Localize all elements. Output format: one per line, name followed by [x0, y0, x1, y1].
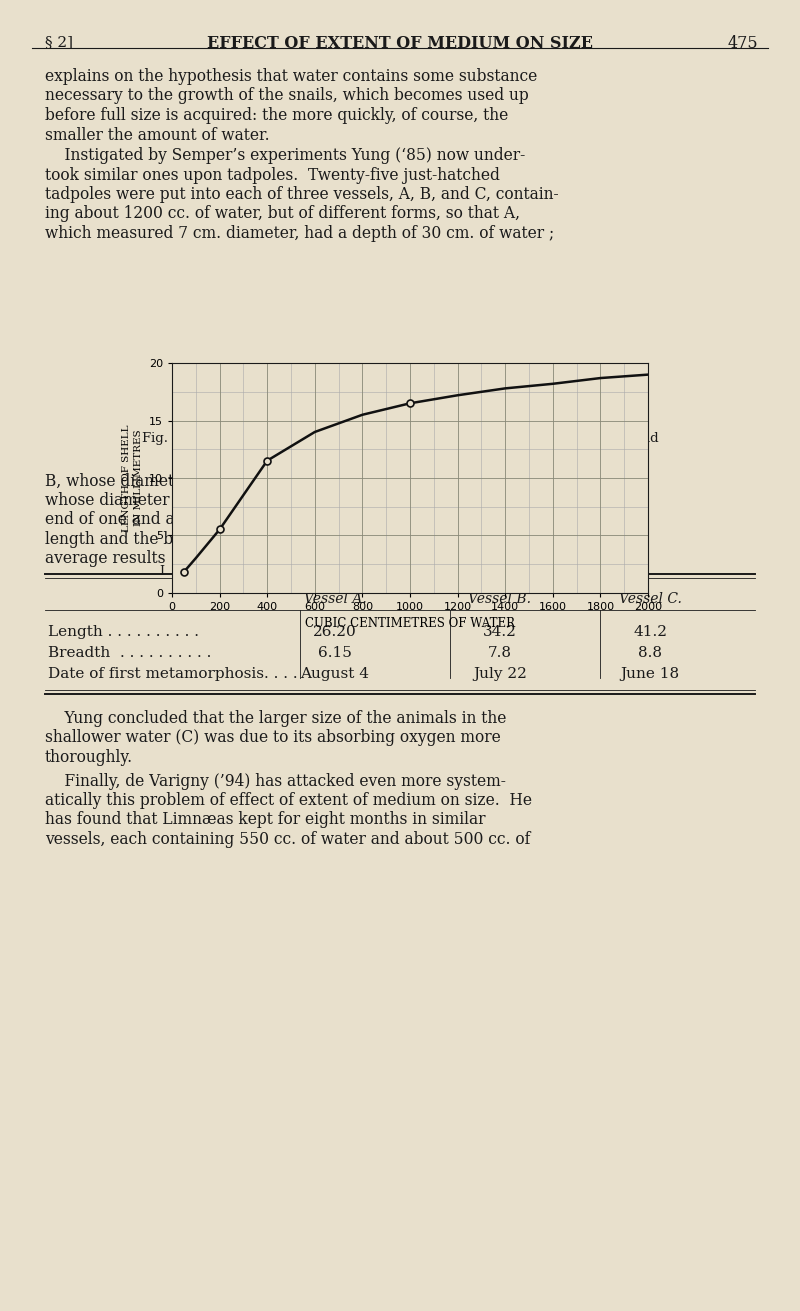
Text: thoroughly.: thoroughly.: [45, 749, 133, 766]
Text: average results :—: average results :—: [45, 551, 191, 566]
Text: whose diameter was 14.5 cm., had 6.5 cm. of water.    At the: whose diameter was 14.5 cm., had 6.5 cm.…: [45, 492, 518, 509]
Text: Vessel A.: Vessel A.: [304, 593, 366, 606]
Text: 6.15: 6.15: [318, 646, 352, 659]
Text: which measured 7 cm. diameter, had a depth of 30 cm. of water ;: which measured 7 cm. diameter, had a dep…: [45, 225, 554, 243]
Text: Length . . . . . . . . . .: Length . . . . . . . . . .: [48, 625, 199, 638]
Text: took similar ones upon tadpoles.  Twenty-five just-hatched: took similar ones upon tadpoles. Twenty-…: [45, 166, 500, 184]
Text: § 2]: § 2]: [45, 35, 73, 49]
Text: necessary to the growth of the snails, which becomes used up: necessary to the growth of the snails, w…: [45, 88, 529, 105]
Text: end of one and a half months measurements were made of the: end of one and a half months measurement…: [45, 511, 533, 528]
Text: atically this problem of effect of extent of medium on size.  He: atically this problem of effect of exten…: [45, 792, 532, 809]
Text: vessels, each containing 550 cc. of water and about 500 cc. of: vessels, each containing 550 cc. of wate…: [45, 831, 530, 848]
Text: before full size is acquired: the more quickly, of course, the: before full size is acquired: the more q…: [45, 108, 508, 125]
Text: tadpoles were put into each of three vessels, A, B, and C, contain-: tadpoles were put into each of three ves…: [45, 186, 558, 203]
Text: August 4: August 4: [301, 667, 370, 680]
Text: June 18: June 18: [621, 667, 679, 680]
Text: Date of first metamorphosis. . . .: Date of first metamorphosis. . . .: [48, 667, 298, 680]
Text: shallower water (C) was due to its absorbing oxygen more: shallower water (C) was due to its absor…: [45, 729, 501, 746]
Text: 7.8: 7.8: [488, 646, 512, 659]
Text: quantity of water in which it is reared.  (From Semper, ’74.): quantity of water in which it is reared.…: [182, 448, 618, 461]
Text: 41.2: 41.2: [633, 625, 667, 638]
Text: ing about 1200 cc. of water, but of different forms, so that A,: ing about 1200 cc. of water, but of diff…: [45, 206, 520, 223]
Y-axis label: LENGTH OF SHELL
IN MILLIMETRES: LENGTH OF SHELL IN MILLIMETRES: [122, 425, 143, 531]
Text: Breadth  . . . . . . . . . .: Breadth . . . . . . . . . .: [48, 646, 211, 659]
Text: Vessel B.: Vessel B.: [469, 593, 531, 606]
X-axis label: CUBIC CENTIMETRES OF WATER: CUBIC CENTIMETRES OF WATER: [305, 617, 515, 631]
Text: July 22: July 22: [473, 667, 527, 680]
Text: 8.8: 8.8: [638, 646, 662, 659]
Text: I: I: [159, 565, 164, 578]
Text: Vessel C.: Vessel C.: [618, 593, 682, 606]
Text: Yung concluded that the larger size of the animals in the: Yung concluded that the larger size of t…: [45, 711, 506, 728]
Text: 34.2: 34.2: [483, 625, 517, 638]
Text: explains on the hypothesis that water contains some substance: explains on the hypothesis that water co…: [45, 68, 538, 85]
Text: Fig. 134.—Curve of relation between length of shell of Limnæa stagnalis and: Fig. 134.—Curve of relation between leng…: [142, 433, 658, 444]
Text: has found that Limnæas kept for eight months in similar: has found that Limnæas kept for eight mo…: [45, 812, 486, 829]
Text: 26.20: 26.20: [313, 625, 357, 638]
Text: Instigated by Semper’s experiments Yung (‘85) now under-: Instigated by Semper’s experiments Yung …: [45, 147, 526, 164]
Text: smaller the amount of water.: smaller the amount of water.: [45, 126, 270, 143]
Text: EFFECT OF EXTENT OF MEDIUM ON SIZE: EFFECT OF EXTENT OF MEDIUM ON SIZE: [207, 35, 593, 52]
Text: Finally, de Varigny (’94) has attacked even more system-: Finally, de Varigny (’94) has attacked e…: [45, 772, 506, 789]
Text: B, whose diameter was 11 cm., had 13 cm. of water;  and C,: B, whose diameter was 11 cm., had 13 cm.…: [45, 472, 514, 489]
Text: length and the breadth of each tadpole with the following: length and the breadth of each tadpole w…: [45, 531, 495, 548]
Text: 475: 475: [727, 35, 758, 52]
